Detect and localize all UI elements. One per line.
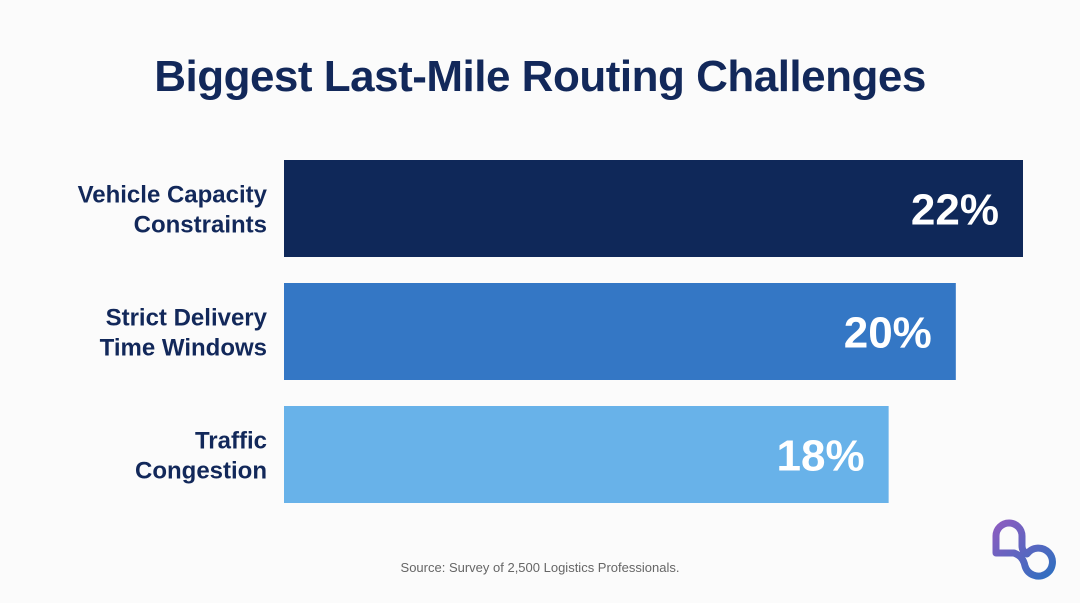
category-label: Vehicle Capacity — [78, 182, 268, 209]
bar — [284, 406, 889, 503]
category-label: Constraints — [134, 212, 267, 239]
data-label: 22% — [911, 186, 999, 235]
bar — [284, 283, 956, 380]
data-label: 20% — [844, 309, 932, 358]
category-label: Time Windows — [100, 335, 267, 362]
source-note: Source: Survey of 2,500 Logistics Profes… — [400, 560, 680, 575]
category-label: Congestion — [135, 458, 267, 485]
infinity-loop-logo-icon — [992, 519, 1056, 580]
chart-title: Biggest Last-Mile Routing Challenges — [154, 52, 926, 101]
bar — [284, 160, 1023, 257]
category-label: Traffic — [195, 428, 267, 455]
category-label: Strict Delivery — [106, 305, 268, 332]
data-label: 18% — [777, 432, 865, 481]
